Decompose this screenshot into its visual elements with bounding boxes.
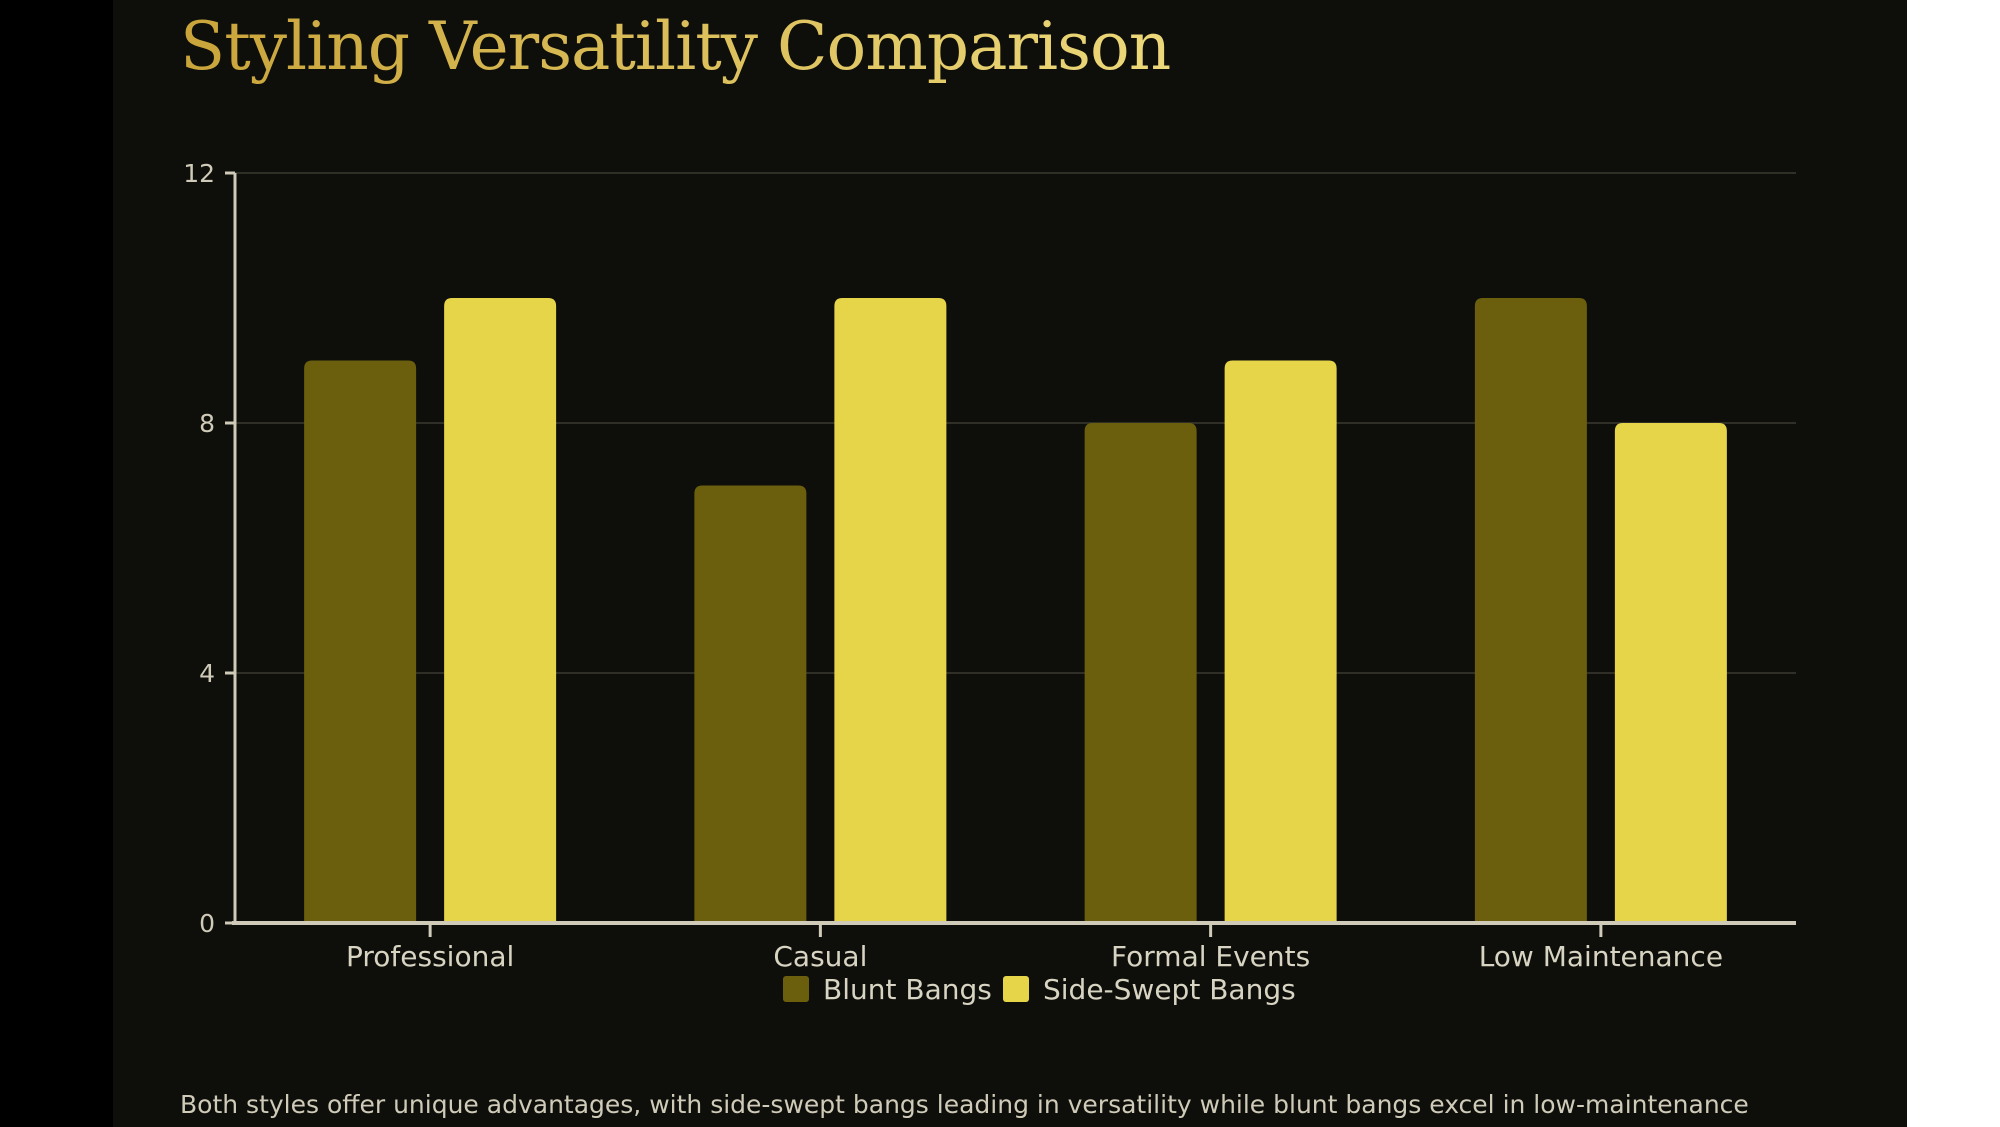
y-tick-label: 8 <box>199 409 215 438</box>
bar-blunt-bangs-low-maintenance <box>1474 298 1587 923</box>
legend-swatch <box>1003 976 1029 1002</box>
x-tick-label: Low Maintenance <box>1479 940 1723 973</box>
x-tick-label: Formal Events <box>1111 940 1310 973</box>
y-tick-label: 4 <box>199 659 215 688</box>
x-tick-label: Casual <box>773 940 867 973</box>
legend-label: Blunt Bangs <box>823 973 992 1006</box>
legend-swatch <box>783 976 809 1002</box>
y-tick-label: 0 <box>199 909 215 938</box>
x-tick-label: Professional <box>346 940 514 973</box>
bar-blunt-bangs-casual <box>694 485 807 923</box>
bar-side-swept-bangs-casual <box>834 298 947 923</box>
bar-blunt-bangs-professional <box>304 360 417 923</box>
bar-side-swept-bangs-low-maintenance <box>1614 423 1727 923</box>
bar-side-swept-bangs-professional <box>444 298 557 923</box>
legend-label: Side-Swept Bangs <box>1043 973 1296 1006</box>
bar-side-swept-bangs-formal-events <box>1224 360 1337 923</box>
chart-title: Styling Versatility Comparison <box>180 8 1171 85</box>
left-margin <box>0 0 113 1127</box>
y-tick-label: 12 <box>183 159 215 188</box>
chart-footnote: Both styles offer unique advantages, wit… <box>180 1090 1749 1119</box>
bar-blunt-bangs-formal-events <box>1084 423 1197 923</box>
